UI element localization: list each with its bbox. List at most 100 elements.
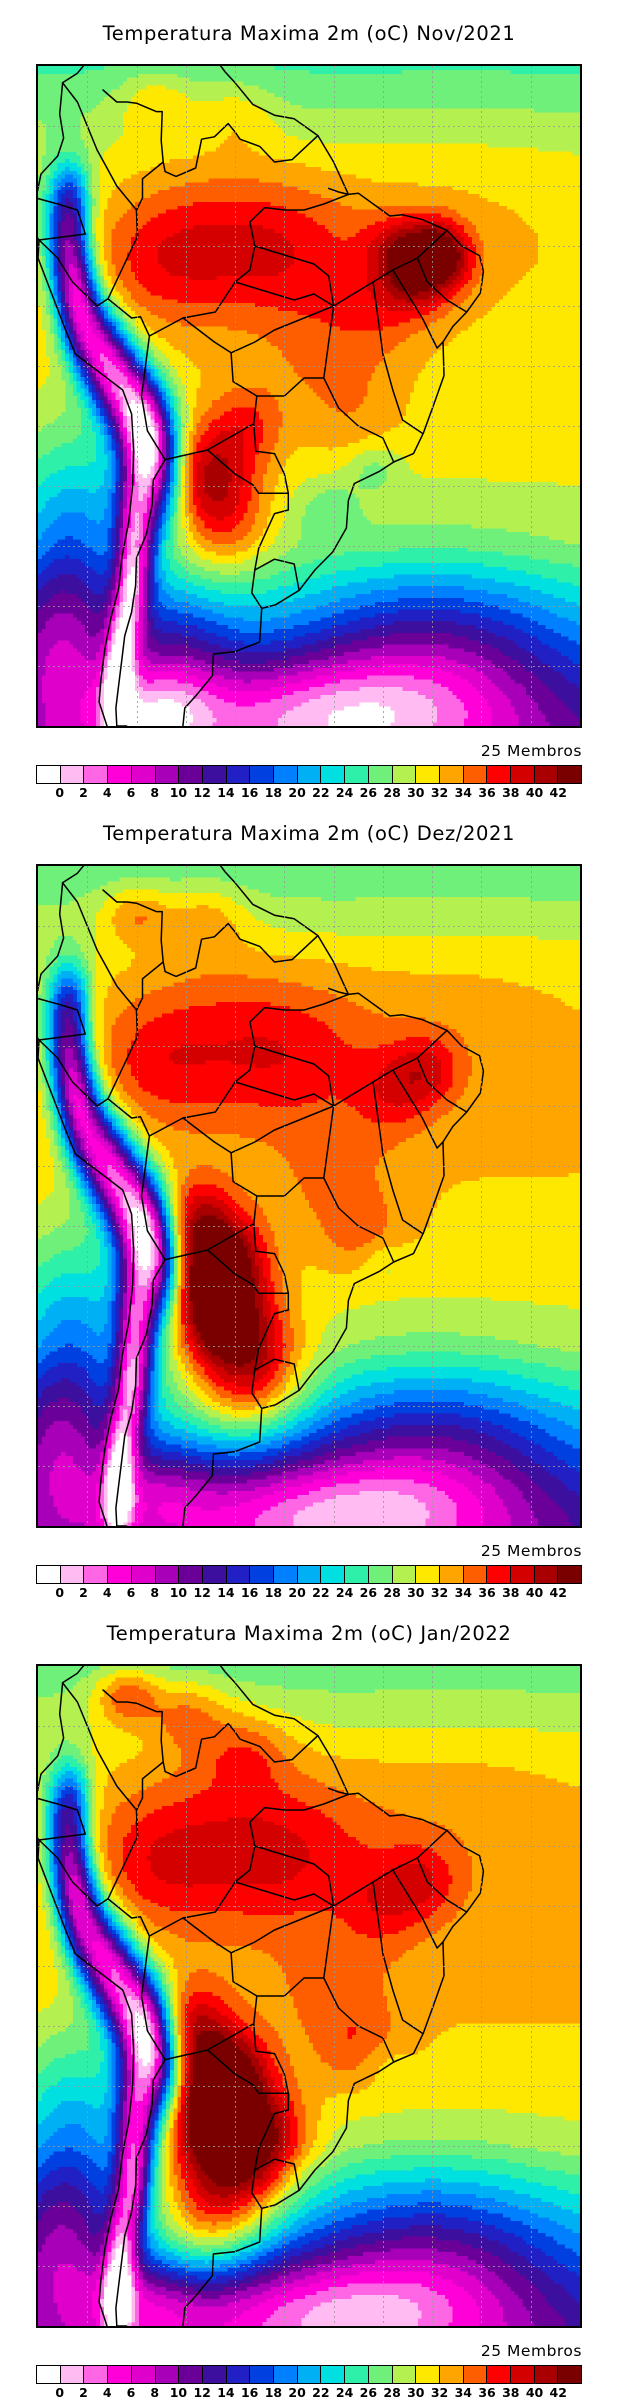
colorbar-jan2022[interactable]: 0 2 4 6 8 10 12 14 16 18 20 22 24 26 28 30 32 34 36 38 40 42 (36, 2365, 582, 2400)
colorbar-tick-label: 22 (312, 1585, 329, 1600)
colorbar-swatch (440, 1566, 464, 1583)
colorbar-swatches (36, 765, 582, 784)
colorbar-tick-label: 12 (193, 2385, 210, 2400)
lat-label: 15S (36, 1161, 38, 1172)
colorbar-tick-label: 42 (550, 1585, 567, 1600)
colorbar-tick-label: 10 (170, 2385, 187, 2400)
colorbar-tick-label: 38 (502, 2385, 519, 2400)
panel-dez2021: Temperatura Maxima 2m (oC) Dez/2021 10N5… (0, 800, 618, 1600)
lon-tick (38, 2326, 39, 2328)
lat-label: 10S (36, 1101, 38, 1112)
map-raster (38, 1666, 580, 2326)
colorbar-tick-label: 24 (336, 1585, 353, 1600)
lon-label: 75W (75, 1526, 100, 1528)
lon-tick (87, 1526, 88, 1528)
colorbar-tick-label: 40 (526, 1585, 543, 1600)
colorbar-tick-label: 32 (431, 785, 448, 800)
lat-label: 30S (36, 2141, 38, 2152)
lon-label: 45W (370, 2326, 395, 2328)
colorbar-swatch (61, 2366, 85, 2383)
colorbar-tick-label: 14 (217, 2385, 234, 2400)
lon-label: 35W (469, 1526, 494, 1528)
colorbar-swatch (37, 766, 61, 783)
colorbar-swatch (464, 1566, 488, 1583)
lat-label: EQ (36, 1781, 38, 1792)
colorbar-tick-label: 6 (127, 1585, 136, 1600)
colorbar-swatch (535, 766, 559, 783)
colorbar-tick-label: 6 (127, 785, 136, 800)
lat-label: 35S (36, 1401, 38, 1412)
colorbar-swatch (464, 2366, 488, 2383)
lat-label: 35S (36, 601, 38, 612)
colorbar-tick-label: 40 (526, 785, 543, 800)
lon-label: 50W (321, 2326, 346, 2328)
colorbar-tick-label: 18 (265, 1585, 282, 1600)
colorbar-swatch (511, 1566, 535, 1583)
colorbar-tick-label: 20 (288, 2385, 305, 2400)
colorbar-tick-label: 24 (336, 785, 353, 800)
colorbar-tick-label: 10 (170, 785, 187, 800)
colorbar-tick-label: 2 (79, 1585, 88, 1600)
colorbar-swatch (250, 766, 274, 783)
colorbar-nov2021[interactable]: 0 2 4 6 8 10 12 14 16 18 20 22 24 26 28 30 32 34 36 38 40 42 (36, 765, 582, 800)
lon-tick (235, 726, 236, 728)
colorbar-swatches (36, 1565, 582, 1584)
lon-tick (136, 1526, 137, 1528)
colorbar-swatch (440, 766, 464, 783)
panel-nov2021: Temperatura Maxima 2m (oC) Nov/2021 10N5… (0, 0, 618, 800)
lon-label: 65W (173, 1526, 198, 1528)
lat-label: 25S (36, 2081, 38, 2092)
lon-tick (333, 1526, 334, 1528)
colorbar-tick-label: 20 (288, 1585, 305, 1600)
page-title: Temperatura Maxima 2m (oC) Dez/2021 (0, 822, 618, 845)
colorbar-dez2021[interactable]: 0 2 4 6 8 10 12 14 16 18 20 22 24 26 28 30 32 34 36 38 40 42 (36, 1565, 582, 1600)
lat-label: 30S (36, 1341, 38, 1352)
lat-label: 30S (36, 541, 38, 552)
lat-label: 40S (36, 661, 38, 672)
colorbar-swatch (345, 1566, 369, 1583)
colorbar-swatch (156, 2366, 180, 2383)
lon-label: 60W (223, 1526, 248, 1528)
lon-tick (580, 2326, 581, 2328)
lon-tick (530, 726, 531, 728)
colorbar-swatch (558, 766, 581, 783)
colorbar-tick-label: 24 (336, 2385, 353, 2400)
colorbar-tick-label: 32 (431, 2385, 448, 2400)
lon-label: 80W (36, 726, 50, 728)
lon-tick (185, 726, 186, 728)
lat-label: 10N (36, 864, 38, 872)
colorbar-swatch (345, 2366, 369, 2383)
lat-label: 20S (36, 421, 38, 432)
colorbar-swatch (203, 1566, 227, 1583)
lon-label: 25W (568, 726, 582, 728)
lon-label: 25W (568, 1526, 582, 1528)
map-jan2022[interactable]: 10N5NEQ5S10S15S20S25S30S35S40S45S80W75W7… (36, 1664, 582, 2328)
lon-tick (333, 726, 334, 728)
lon-tick (432, 1526, 433, 1528)
lat-label: 5N (36, 121, 38, 132)
colorbar-swatch (227, 2366, 251, 2383)
colorbar-swatch (227, 1566, 251, 1583)
colorbar-tick-label: 34 (455, 2385, 472, 2400)
colorbar-swatch (558, 1566, 581, 1583)
colorbar-swatch (108, 766, 132, 783)
colorbar-tick-label: 12 (193, 1585, 210, 1600)
colorbar-swatch (393, 1566, 417, 1583)
colorbar-swatch (156, 1566, 180, 1583)
lon-tick (38, 1526, 39, 1528)
map-dez2021[interactable]: 10N5NEQ5S10S15S20S25S30S35S40S45S80W75W7… (36, 864, 582, 1528)
lon-tick (136, 726, 137, 728)
lon-tick (530, 1526, 531, 1528)
colorbar-swatch (464, 766, 488, 783)
lon-tick (185, 1526, 186, 1528)
colorbar-tick-label: 30 (407, 1585, 424, 1600)
colorbar-swatch (61, 766, 85, 783)
lat-label: 20S (36, 2021, 38, 2032)
lat-label: 10N (36, 64, 38, 72)
colorbar-swatch (132, 1566, 156, 1583)
map-nov2021[interactable]: 10N5NEQ5S10S15S20S25S30S35S40S45S80W75W7… (36, 64, 582, 728)
colorbar-swatches (36, 2365, 582, 2384)
colorbar-swatch (487, 1566, 511, 1583)
lon-tick (481, 2326, 482, 2328)
colorbar-swatch (84, 1566, 108, 1583)
